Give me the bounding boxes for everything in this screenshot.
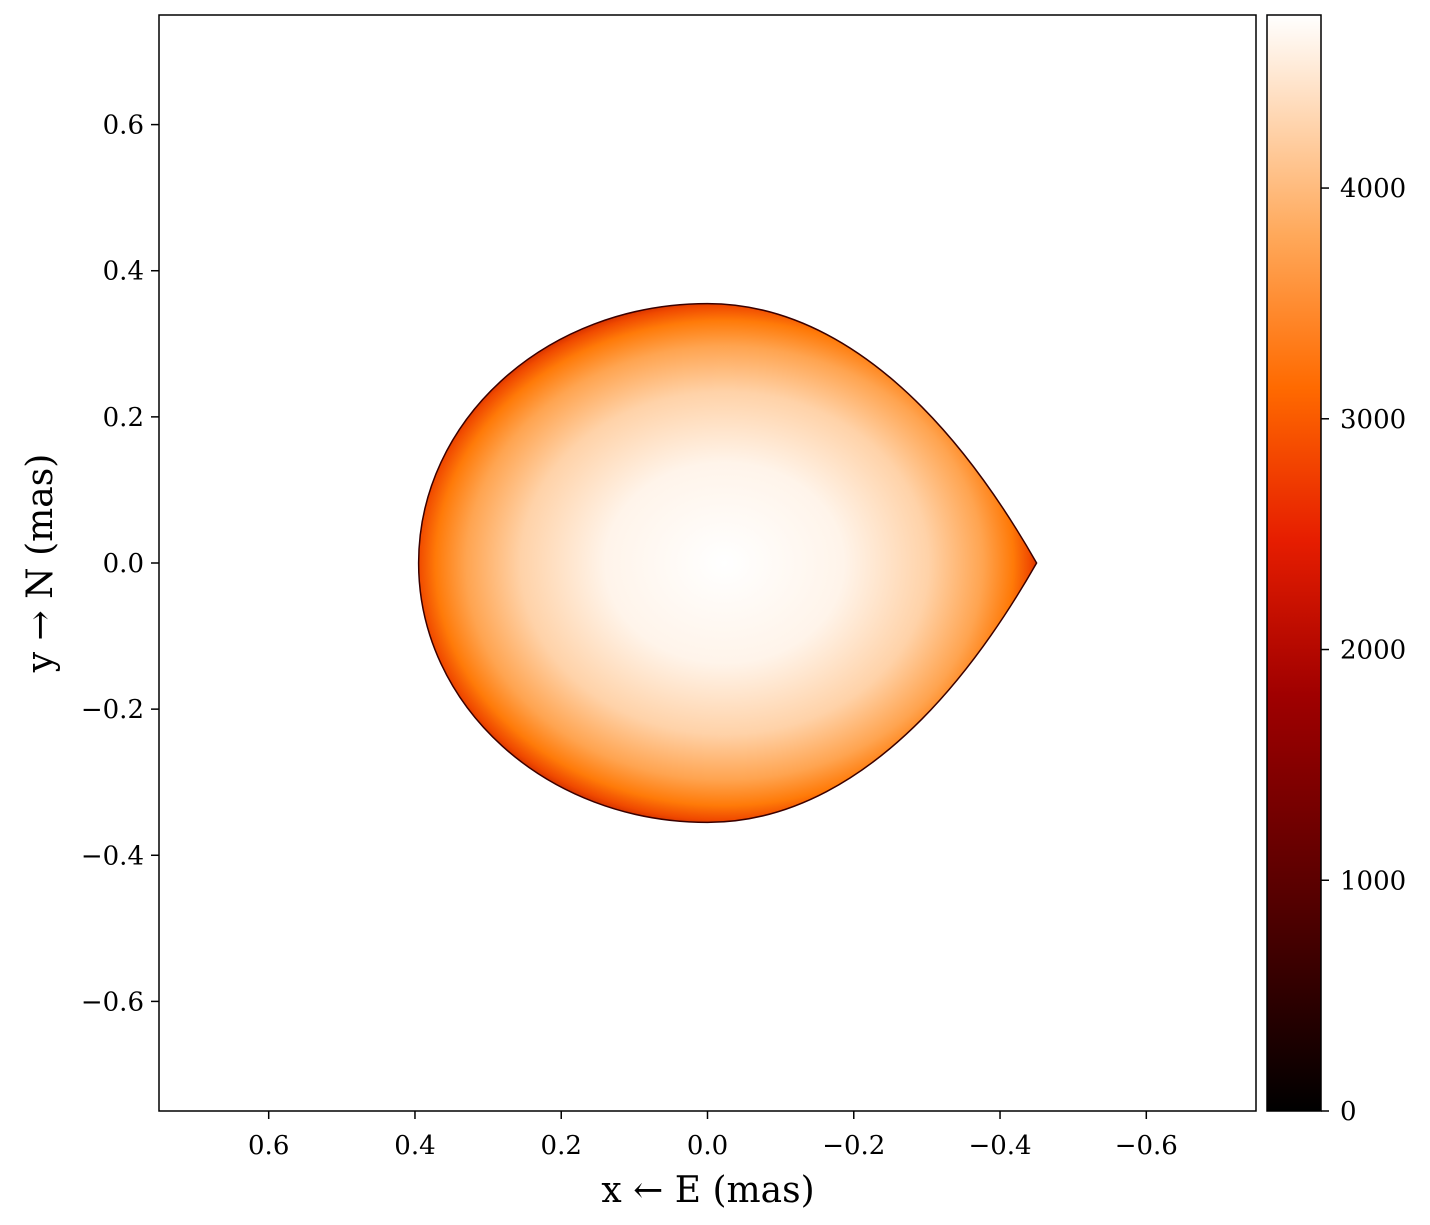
- x-tick-label: −0.2: [822, 1131, 885, 1161]
- y-tick-label: 0.2: [103, 403, 144, 433]
- colorbar-tick-label: 3000: [1340, 405, 1406, 435]
- y-tick-label: 0.0: [103, 549, 144, 579]
- colorbar-tick-label: 1000: [1340, 866, 1406, 896]
- x-tick-label: −0.6: [1115, 1131, 1178, 1161]
- y-tick-label: −0.2: [81, 695, 144, 725]
- colorbar-tick-label: 4000: [1340, 174, 1406, 204]
- colorbar-ticks: 0 1000 2000 3000 4000: [1321, 174, 1406, 1127]
- y-tick-label: −0.6: [81, 987, 144, 1017]
- x-tick-label: −0.4: [968, 1131, 1031, 1161]
- x-axis-label: x ← E (mas): [601, 1170, 814, 1211]
- y-axis-label: y → N (mas): [20, 454, 61, 674]
- y-tick-label: −0.4: [81, 841, 144, 871]
- x-tick-label: 0.4: [394, 1131, 435, 1161]
- star-image: [418, 303, 1037, 823]
- colorbar-fill: [1267, 15, 1321, 1111]
- x-tick-label: 0.2: [541, 1131, 582, 1161]
- colorbar-tick-label: 2000: [1340, 636, 1406, 666]
- plot-area: [158, 14, 1257, 1112]
- star-limb: [417, 302, 1038, 824]
- y-tick-label: 0.4: [103, 257, 144, 287]
- colorbar-tick-label: 0: [1340, 1097, 1357, 1127]
- y-axis: 0.6 0.4 0.2 0.0 −0.2 −0.4 −0.6: [81, 111, 159, 1017]
- y-tick-label: 0.6: [103, 111, 144, 141]
- x-axis: 0.6 0.4 0.2 0.0 −0.2 −0.4 −0.6: [248, 1111, 1178, 1161]
- x-tick-label: 0.0: [687, 1131, 728, 1161]
- colorbar-frame: [1266, 14, 1322, 1112]
- colorbar: 0 1000 2000 3000 4000: [1266, 14, 1406, 1127]
- x-tick-label: 0.6: [248, 1131, 289, 1161]
